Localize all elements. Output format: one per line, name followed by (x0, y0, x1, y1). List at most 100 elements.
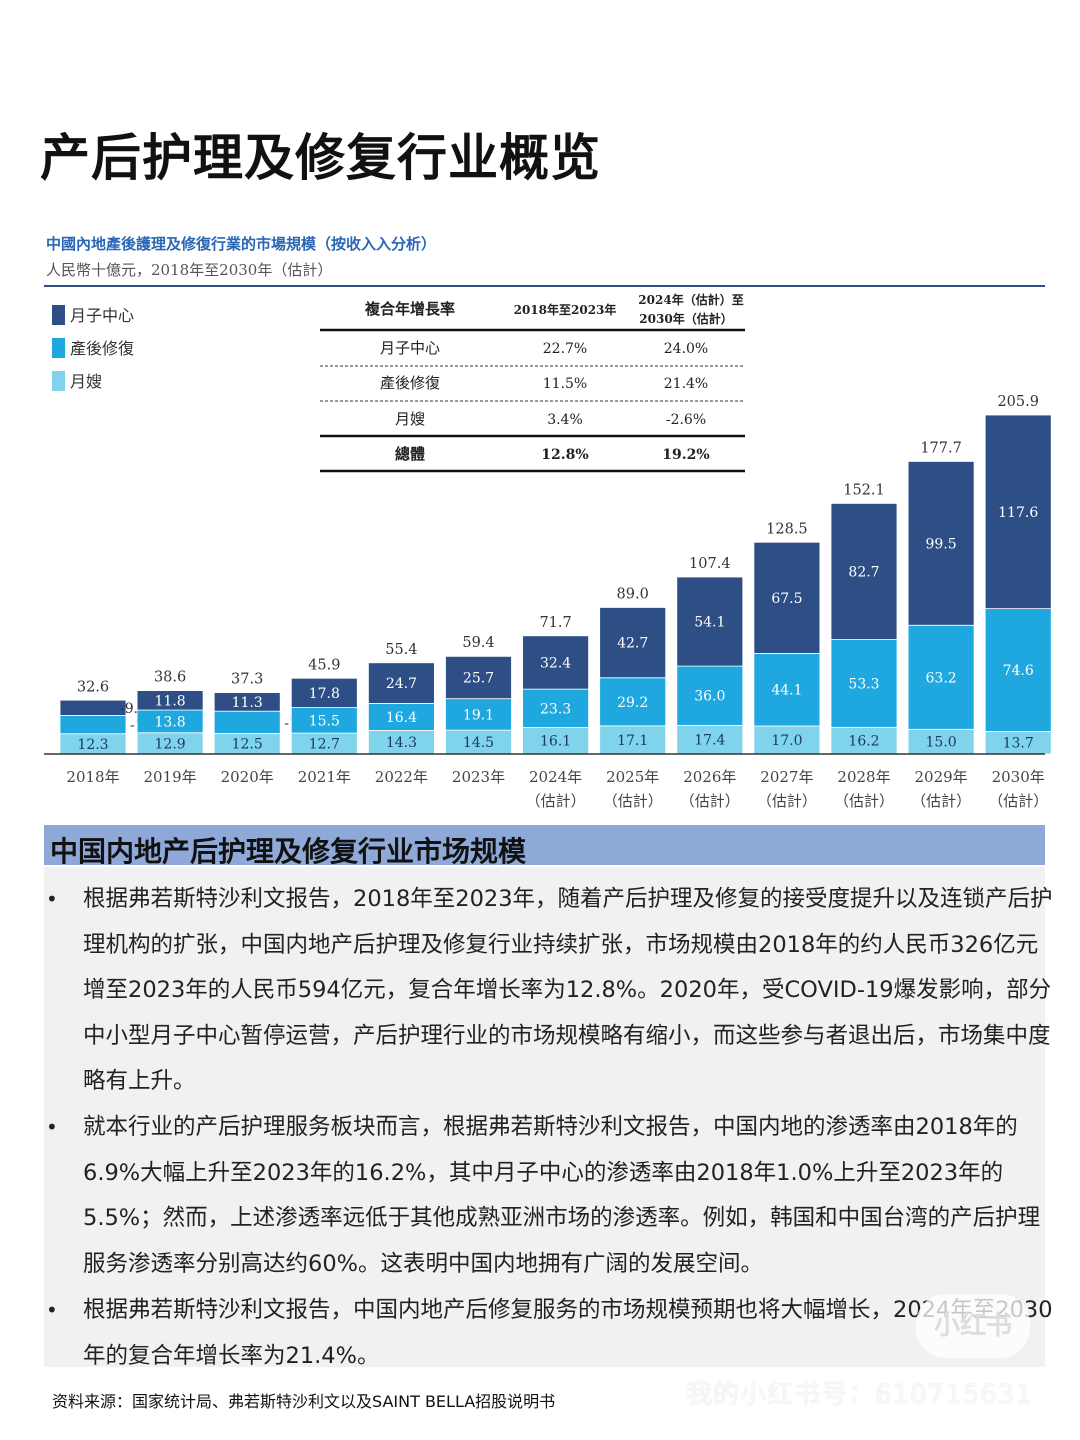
bar-segment (213, 710, 281, 734)
chart-bars: 12.3-11.1-9.332.612.913.811.838.612.5-13… (59, 394, 1052, 755)
data-label: 14.5 (463, 735, 494, 751)
bar-segment (830, 503, 898, 640)
x-tick-label: （估計） (603, 792, 663, 810)
x-tick-label: 2027年 (760, 768, 813, 786)
bar-segment (367, 662, 435, 704)
bullet-text: 根据弗若斯特沙利文报告，2018年至2023年，随着产后护理及修复的接受度提升以… (83, 886, 1053, 1095)
bar-segment (830, 639, 898, 728)
bar-segment (676, 576, 744, 667)
table-cell: 12.8% (541, 447, 588, 463)
data-label: 16.4 (386, 710, 417, 726)
data-label: 82.7 (848, 564, 879, 580)
bar-segment (753, 725, 821, 755)
x-tick-label: 2025年 (606, 768, 659, 786)
data-label: 117.6 (998, 505, 1038, 521)
table-header: 2030年（估計） (639, 311, 732, 326)
data-label: 36.0 (694, 689, 725, 705)
data-label: 12.3 (77, 737, 108, 753)
total-label: 55.4 (385, 642, 417, 658)
data-label: 29.2 (617, 695, 648, 711)
bar-segment (599, 677, 667, 727)
x-tick-label: 2020年 (221, 768, 274, 786)
table-header: 複合年增長率 (364, 300, 455, 318)
x-tick-label: 2030年 (992, 768, 1045, 786)
data-label: 53.3 (848, 676, 879, 692)
bar-segment (290, 707, 358, 734)
x-tick-label: （估計） (757, 792, 817, 810)
data-label: 17.4 (694, 733, 725, 749)
x-tick-label: （估計） (911, 792, 971, 810)
x-tick-label: （估計） (680, 792, 740, 810)
total-label: 177.7 (920, 440, 962, 456)
table-row-label: 總體 (395, 445, 425, 463)
table-cell: -2.6% (666, 412, 706, 428)
data-label: 15.5 (309, 713, 340, 729)
bar-segment (367, 703, 435, 731)
data-label: 54.1 (694, 615, 725, 631)
bar-segment (522, 635, 589, 690)
x-tick-label: 2021年 (298, 768, 351, 786)
bar-segment (290, 677, 358, 708)
bar-segment (445, 698, 512, 731)
data-label: 12.9 (155, 736, 186, 752)
data-label: 13.8 (155, 714, 186, 730)
table-row-label: 月子中心 (380, 339, 440, 357)
bar-segment (907, 728, 975, 755)
bar-segment (676, 724, 744, 755)
bullet-text: 就本行业的产后护理服务板块而言，根据弗若斯特沙利文报告，中国内地的渗透率由201… (83, 1114, 1041, 1277)
table-cell: 21.4% (664, 376, 708, 392)
cagr-table: 複合年增長率 2018年至2023年 2024年（估計）至 2030年（估計） 月子中心… (320, 292, 745, 473)
data-label: 15.0 (926, 735, 957, 751)
data-label: 17.8 (309, 686, 340, 702)
data-label: 24.7 (386, 676, 417, 692)
data-label: 17.1 (617, 733, 648, 749)
table-cell: 11.5% (543, 376, 587, 392)
table-cell: 24.0% (664, 341, 708, 357)
x-axis-ticks: 2018年 2019年 2020年 2021年 2022年 2023年 2024年 （估計） 2… (66, 768, 1048, 810)
total-label: 37.3 (231, 672, 263, 688)
bar-segment (830, 726, 898, 755)
bar-segment (522, 727, 589, 755)
bullet-text: 根据弗若斯特沙利文报告，中国内地产后修复服务的市场规模预期也将大幅增长，2024… (83, 1297, 1053, 1369)
data-label: 19.1 (463, 707, 494, 723)
data-label: 32.4 (540, 655, 571, 671)
total-label: 89.0 (617, 586, 649, 602)
table-row-label: 產後修復 (380, 374, 440, 392)
total-label: 71.7 (539, 615, 571, 631)
bar-segment (984, 608, 1052, 732)
total-label: 38.6 (154, 669, 186, 685)
data-label: 11.3 (232, 695, 263, 711)
x-tick-label: 2024年 (529, 768, 582, 786)
bar-segment (753, 541, 821, 654)
total-label: 59.4 (462, 635, 494, 651)
bar-segment (599, 607, 667, 679)
bullet-dot: • (46, 1298, 58, 1322)
total-label: 45.9 (308, 657, 340, 673)
text-panel: • 根据弗若斯特沙利文报告，2018年至2023年，随着产后护理及修复的接受度提… (44, 867, 1053, 1369)
bar-segment (136, 690, 204, 711)
data-label: 42.7 (617, 636, 648, 652)
x-tick-label: 2023年 (452, 768, 505, 786)
bar-segment (213, 692, 281, 712)
x-tick-label: 2018年 (66, 768, 119, 786)
table-cell: 22.7% (543, 341, 587, 357)
data-label: 25.7 (463, 671, 494, 687)
bar-segment (445, 655, 512, 700)
data-label: 74.6 (1003, 663, 1034, 679)
table-cell: 19.2% (662, 447, 709, 463)
x-tick-label: 2019年 (144, 768, 197, 786)
total-label: 205.9 (997, 394, 1039, 410)
data-label: 99.5 (926, 536, 957, 552)
data-label: 16.1 (540, 734, 571, 750)
section-header: 中国内地产后护理及修复行业市场规模 (44, 825, 1045, 868)
bar-segment (907, 461, 975, 626)
legend-label: 月嫂 (70, 372, 102, 391)
x-tick-label: 2029年 (915, 768, 968, 786)
page-title: 产后护理及修复行业概览 (40, 129, 601, 187)
table-row-label: 月嫂 (395, 410, 425, 428)
bar-segment (676, 665, 744, 726)
bullet-dot: • (46, 887, 58, 911)
bar-segment (753, 653, 821, 727)
